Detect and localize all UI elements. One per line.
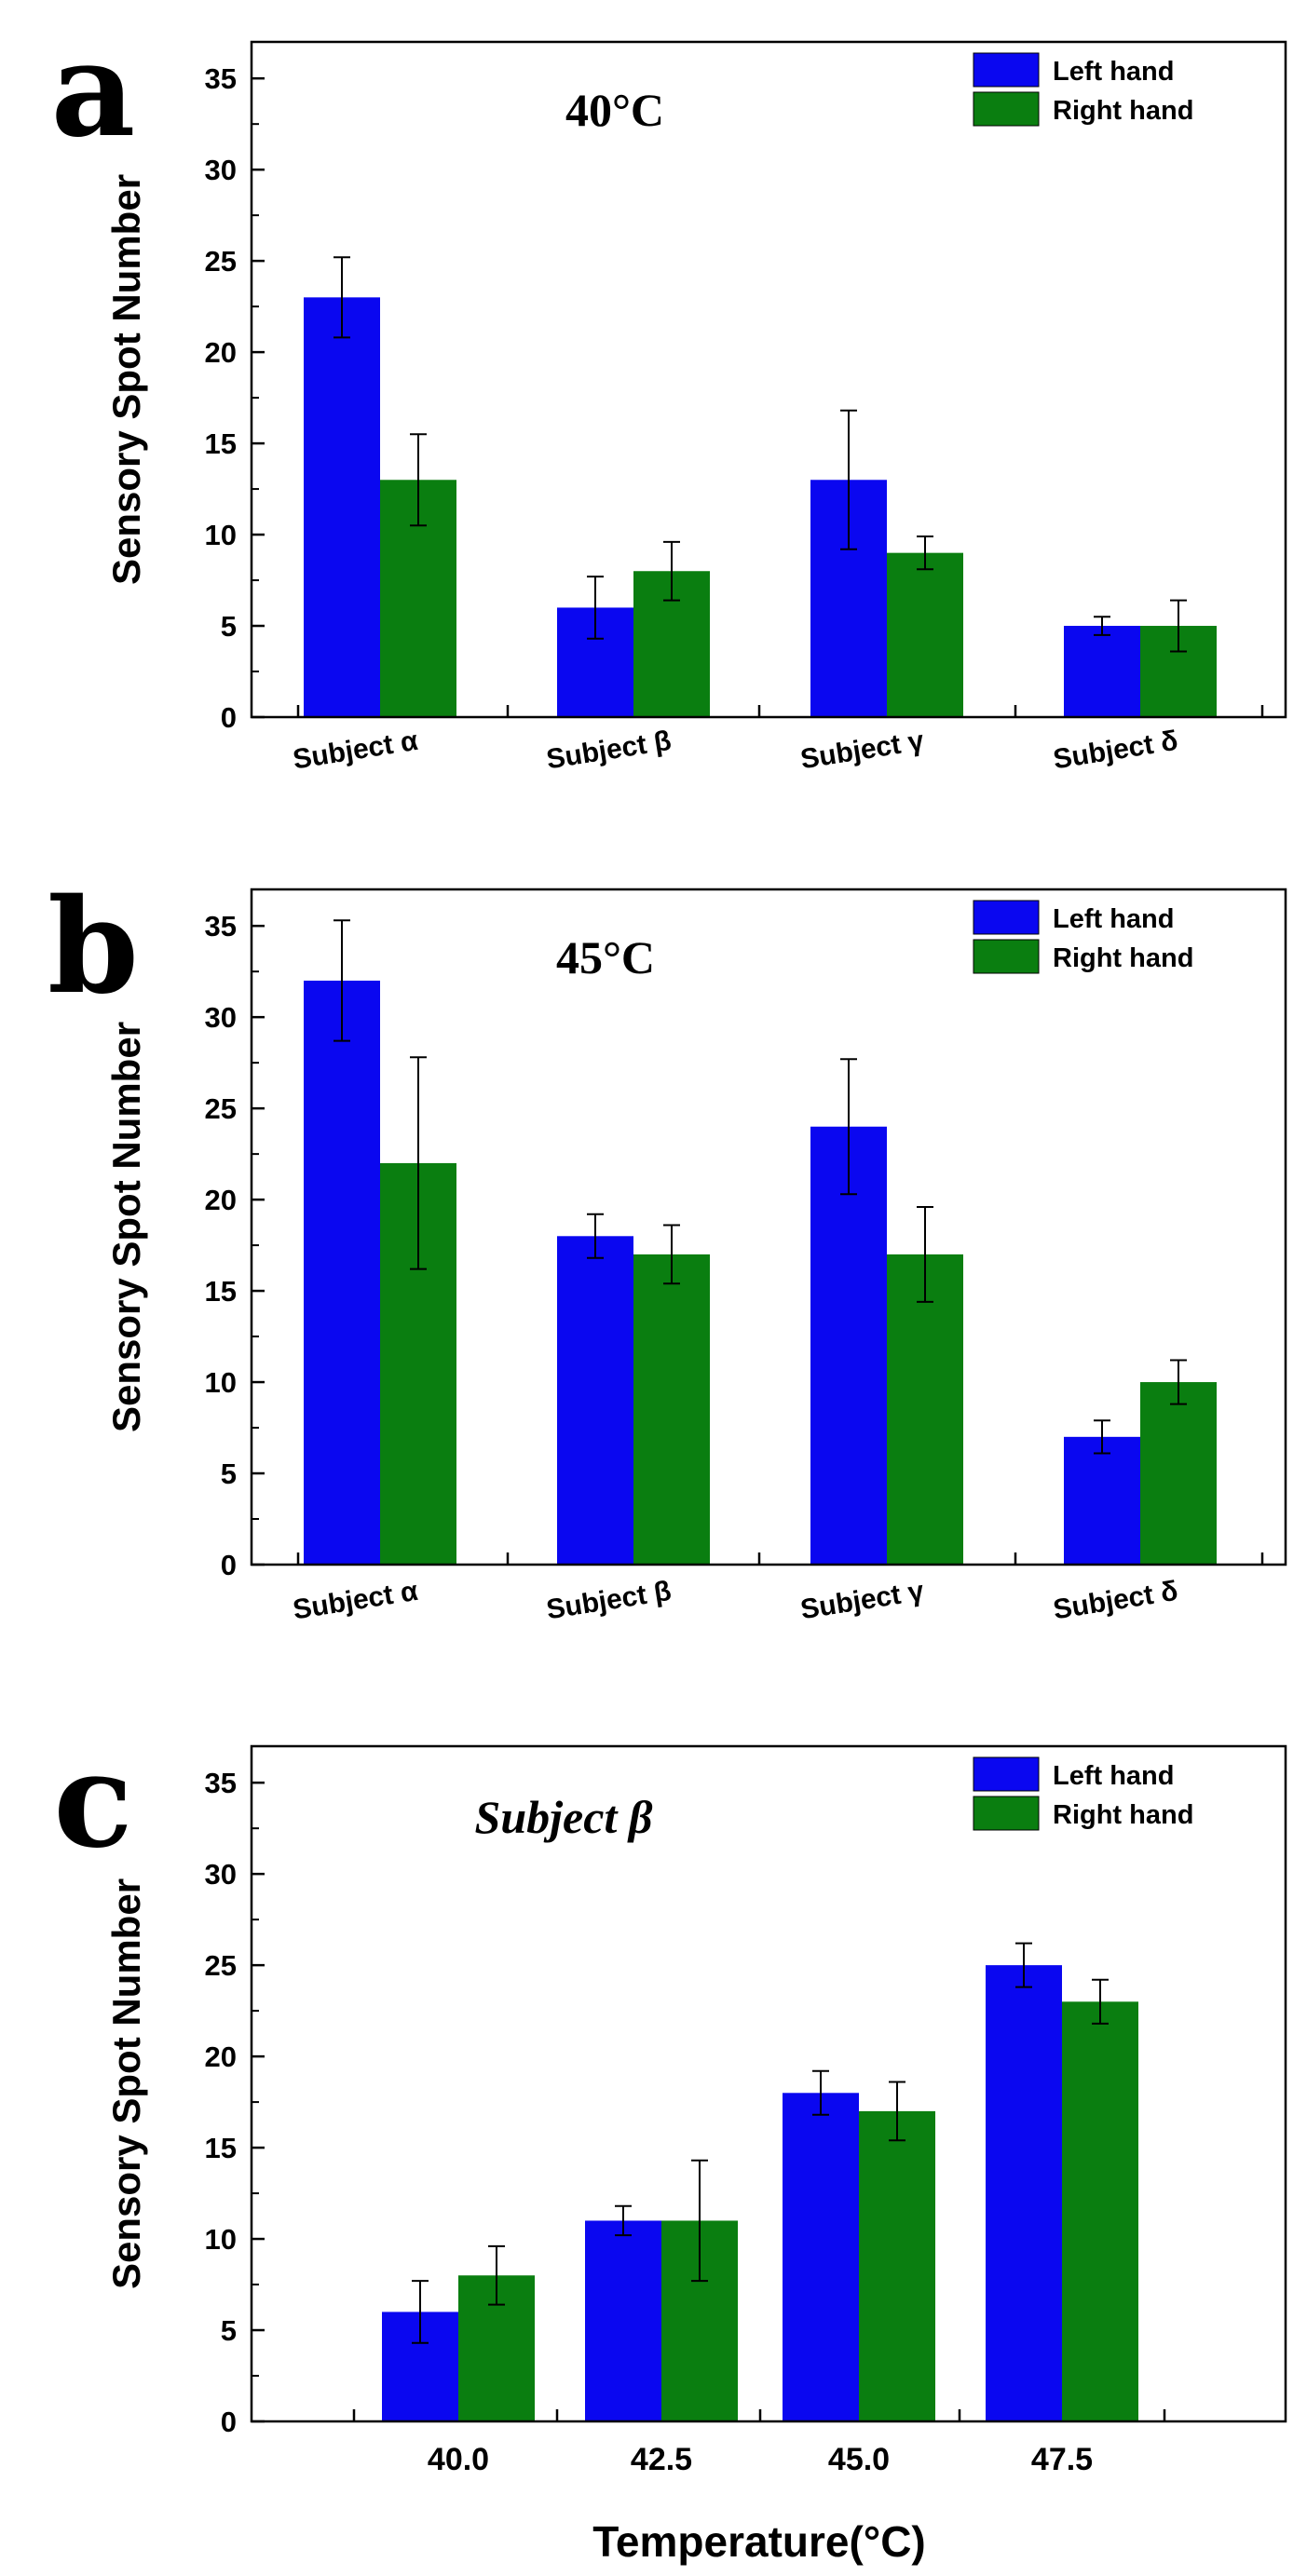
- y-tick-label: 5: [221, 2314, 237, 2347]
- y-tick-label: 10: [205, 2223, 237, 2256]
- bar: [1064, 626, 1140, 717]
- chart-title: Subject β: [475, 1791, 653, 1843]
- chart-title: 45°C: [556, 931, 655, 983]
- bar: [304, 980, 380, 1565]
- y-axis-title: Sensory Spot Number: [104, 1022, 148, 1432]
- y-tick-label: 20: [205, 336, 237, 369]
- y-tick-label: 15: [205, 2132, 237, 2164]
- x-category-label: Subject δ: [1051, 1576, 1179, 1626]
- legend-label-right: Right hand: [1053, 943, 1193, 973]
- legend-swatch-right: [973, 91, 1040, 127]
- chart-panel-b: b 0 5 10 15 20 25 30 35 Subject α Subject β Subject…: [48, 871, 1287, 1626]
- chart-title: 40°C: [565, 84, 664, 136]
- bar: [1140, 1382, 1217, 1565]
- bar: [887, 1254, 963, 1565]
- bar: [304, 297, 380, 717]
- bar: [1064, 1436, 1140, 1565]
- panel-letter: b: [48, 871, 139, 1024]
- y-tick-label: 20: [205, 2040, 237, 2073]
- bar: [585, 2220, 661, 2421]
- y-tick-label: 5: [221, 610, 237, 643]
- bar: [887, 552, 963, 717]
- y-axis-title: Sensory Spot Number: [104, 174, 148, 585]
- y-tick-label: 25: [205, 245, 237, 278]
- y-tick-label: 10: [205, 519, 237, 551]
- legend-swatch-left: [973, 900, 1040, 935]
- legend-swatch-left: [973, 1756, 1040, 1792]
- legend-swatch-left: [973, 52, 1040, 88]
- y-tick-label: 15: [205, 427, 237, 460]
- legend-label-left: Left hand: [1053, 57, 1175, 87]
- y-tick-label: 0: [221, 701, 237, 734]
- panel-letter: c: [53, 1725, 132, 1878]
- y-tick-label: 15: [205, 1275, 237, 1308]
- y-tick-label: 20: [205, 1184, 237, 1216]
- legend-label-left: Left hand: [1053, 904, 1175, 934]
- x-category-label: Subject β: [544, 1576, 674, 1626]
- y-tick-label: 30: [205, 1001, 237, 1034]
- y-tick-label: 30: [205, 1858, 237, 1891]
- y-tick-label: 0: [221, 1549, 237, 1581]
- legend-label-right: Right hand: [1053, 1800, 1193, 1830]
- y-tick-label: 5: [221, 1457, 237, 1490]
- bar: [810, 1126, 887, 1565]
- chart-panel-a: a 0 5 10 15 20 25 30 35 Subject α Subject β Subject…: [51, 14, 1287, 776]
- y-tick-label: 0: [221, 2406, 237, 2438]
- x-category-label: 42.5: [631, 2442, 692, 2477]
- bar: [1062, 2001, 1138, 2421]
- bar: [783, 2093, 859, 2421]
- plot-frame: [250, 40, 1287, 719]
- y-tick-label: 35: [205, 62, 237, 95]
- x-category-label: 45.0: [828, 2442, 890, 2477]
- legend: Left hand Right hand: [973, 52, 1193, 127]
- x-category-label: Subject α: [291, 1576, 420, 1626]
- bar: [557, 1236, 633, 1565]
- bar: [986, 1965, 1062, 2421]
- legend: Left hand Right hand: [973, 900, 1193, 974]
- y-tick-label: 30: [205, 154, 237, 186]
- x-category-label: 47.5: [1031, 2442, 1093, 2477]
- panel-letter: a: [51, 14, 136, 167]
- x-axis-title: Temperature(°C): [592, 2517, 926, 2566]
- y-tick-label: 10: [205, 1366, 237, 1399]
- legend-label-right: Right hand: [1053, 96, 1193, 126]
- x-category-label: Subject α: [291, 725, 420, 776]
- y-tick-label: 25: [205, 1092, 237, 1125]
- x-category-label: Subject γ: [798, 1576, 926, 1626]
- y-tick-label: 35: [205, 1767, 237, 1799]
- x-category-label: Subject β: [544, 725, 674, 776]
- y-axis-title: Sensory Spot Number: [104, 1878, 148, 2289]
- plot-frame: [250, 888, 1287, 1566]
- bar: [633, 1254, 710, 1565]
- x-category-label: 40.0: [428, 2442, 489, 2477]
- legend-swatch-right: [973, 939, 1040, 974]
- bar: [859, 2110, 935, 2421]
- chart-panel-c: c 0 5 10 15 20 25 30 35 40.0 42.5 45.0 47.5 Sensory S…: [53, 1725, 1287, 2566]
- x-category-label: Subject γ: [798, 725, 926, 776]
- y-tick-label: 35: [205, 910, 237, 942]
- legend-label-left: Left hand: [1053, 1761, 1175, 1791]
- x-category-label: Subject δ: [1051, 725, 1179, 776]
- plot-frame: [250, 1744, 1287, 2423]
- legend-swatch-right: [973, 1796, 1040, 1831]
- y-tick-label: 25: [205, 1949, 237, 1982]
- legend: Left hand Right hand: [973, 1756, 1193, 1831]
